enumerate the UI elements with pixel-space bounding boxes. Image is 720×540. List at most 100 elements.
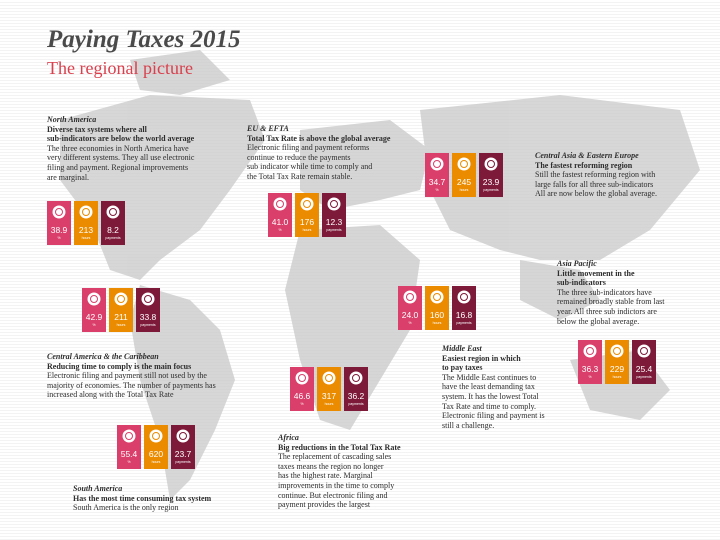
indicator-tile: 55.4% bbox=[117, 425, 141, 469]
tile-unit: % bbox=[408, 321, 412, 325]
tile-icon bbox=[327, 197, 341, 211]
region-text: South America Has the most time consuming… bbox=[73, 484, 211, 513]
tile-unit: % bbox=[127, 460, 131, 464]
region-name: Asia Pacific bbox=[557, 259, 597, 268]
indicator-tiles: 36.3% 229 hours 25.4 payments bbox=[578, 340, 656, 384]
region-text: Middle East Easiest region in which to pay… bbox=[442, 344, 545, 430]
tile-icon bbox=[457, 290, 471, 304]
indicator-tile: 42.9% bbox=[82, 288, 106, 332]
tile-unit: % bbox=[300, 402, 304, 406]
region-name: South America bbox=[73, 484, 123, 493]
region-headline: sub-indicators are below the world avera… bbox=[47, 134, 195, 144]
tile-unit: payments bbox=[483, 188, 499, 192]
region-body: South America is the only region bbox=[73, 503, 179, 513]
indicator-tile: 229 hours bbox=[605, 340, 629, 384]
indicator-tiles: 24.0% 160 hours 16.8 payments bbox=[398, 286, 476, 330]
tile-value: 55.4 bbox=[120, 449, 138, 459]
region-body: The Middle East continues to bbox=[442, 372, 537, 382]
tile-unit: payments bbox=[175, 460, 191, 464]
indicator-tile: 16.8 payments bbox=[452, 286, 476, 330]
tile-unit: % bbox=[588, 375, 592, 379]
tile-unit: % bbox=[435, 188, 439, 192]
region-body: Electronic filing and payment is bbox=[442, 411, 545, 421]
region-text: Asia Pacific Little movement in the sub-in… bbox=[557, 259, 665, 326]
region-body: still a challenge. bbox=[442, 420, 495, 430]
tile-value: 620 bbox=[148, 449, 164, 459]
region-headline: Reducing time to comply is the main focu… bbox=[47, 361, 192, 371]
region-body: Still the fastest reforming region with bbox=[535, 170, 656, 180]
indicator-tiles: 55.4% 620 hours 23.7 payments bbox=[117, 425, 195, 469]
region-body: has the highest rate. Marginal bbox=[278, 471, 373, 481]
indicator-tile: 245 hours bbox=[452, 153, 476, 197]
region-name: North America bbox=[47, 115, 97, 124]
indicator-tile: 12.3 payments bbox=[322, 193, 346, 237]
region-body: Electronic filing and payment reforms bbox=[247, 143, 370, 153]
tile-unit: % bbox=[92, 323, 96, 327]
tile-icon bbox=[457, 157, 471, 171]
region-name: Middle East bbox=[442, 344, 482, 353]
indicator-tile: 41.0% bbox=[268, 193, 292, 237]
tile-icon bbox=[430, 157, 444, 171]
tile-icon bbox=[583, 344, 597, 358]
region-body: taxes means the region no longer bbox=[278, 461, 384, 471]
indicator-tiles: 34.7% 245 hours 23.9 payments bbox=[425, 153, 503, 197]
tile-value: 36.2 bbox=[347, 391, 365, 401]
tile-icon bbox=[610, 344, 624, 358]
tile-icon bbox=[141, 292, 155, 306]
tile-value: 16.8 bbox=[455, 310, 473, 320]
tile-icon bbox=[349, 371, 363, 385]
tile-unit: % bbox=[278, 228, 282, 232]
tile-value: 213 bbox=[78, 225, 94, 235]
tile-icon bbox=[79, 205, 93, 219]
region-text: Africa Big reductions in the Total Tax Ra… bbox=[278, 433, 401, 510]
tile-value: 229 bbox=[609, 364, 625, 374]
indicator-tile: 33.8 payments bbox=[136, 288, 160, 332]
region-body: All are now below the global average. bbox=[535, 189, 657, 199]
indicator-tile: 317 hours bbox=[317, 367, 341, 411]
tile-unit: payments bbox=[105, 236, 121, 240]
region-body: majority of economies. The number of pay… bbox=[47, 380, 216, 390]
region-body: improvements in the time to comply bbox=[278, 480, 395, 490]
indicator-tile: 34.7% bbox=[425, 153, 449, 197]
tile-value: 24.0 bbox=[401, 310, 419, 320]
tile-value: 46.6 bbox=[293, 391, 311, 401]
region-body: large falls for all three sub-indicators bbox=[535, 179, 654, 189]
region-headline: Big reductions in the Total Tax Rate bbox=[278, 442, 401, 452]
tile-icon bbox=[322, 371, 336, 385]
indicator-tile: 46.6% bbox=[290, 367, 314, 411]
indicator-tile: 176 hours bbox=[295, 193, 319, 237]
region-headline: Diverse tax systems where all bbox=[47, 124, 147, 134]
tile-value: 211 bbox=[114, 312, 128, 322]
region-headline: to pay taxes bbox=[442, 363, 483, 373]
tile-value: 23.7 bbox=[174, 449, 192, 459]
indicator-tile: 36.3% bbox=[578, 340, 602, 384]
region-body: remained broadly stable from last bbox=[557, 297, 665, 307]
tile-unit: hours bbox=[302, 228, 312, 232]
tile-icon bbox=[122, 429, 136, 443]
region-body: Electronic filing and payment still not … bbox=[47, 371, 207, 381]
tile-unit: hours bbox=[81, 236, 91, 240]
tile-unit: hours bbox=[151, 460, 161, 464]
region-body: year. All three sub indictors are bbox=[557, 306, 657, 316]
region-body: system. It has the lowest Total bbox=[442, 391, 539, 401]
tile-unit: payments bbox=[140, 323, 156, 327]
region-headline: Easiest region in which bbox=[442, 353, 521, 363]
region-name: Central America & the Caribbean bbox=[47, 352, 159, 361]
tile-unit: hours bbox=[432, 321, 442, 325]
tile-icon bbox=[176, 429, 190, 443]
tile-icon bbox=[87, 292, 101, 306]
tile-value: 38.9 bbox=[50, 225, 68, 235]
indicator-tiles: 46.6% 317 hours 36.2 payments bbox=[290, 367, 368, 411]
tile-icon bbox=[52, 205, 66, 219]
region-name: EU & EFTA bbox=[247, 124, 289, 133]
region-text: Central America & the Caribbean Reducing … bbox=[47, 352, 216, 400]
region-headline: Little movement in the bbox=[557, 268, 635, 278]
indicator-tile: 23.9 payments bbox=[479, 153, 503, 197]
tile-icon bbox=[273, 197, 287, 211]
tile-value: 176 bbox=[299, 217, 315, 227]
region-body: The three economies in North America hav… bbox=[47, 143, 189, 153]
region-text: EU & EFTA Total Tax Rate is above the glo… bbox=[247, 124, 390, 182]
tile-icon bbox=[403, 290, 417, 304]
region-headline: Total Tax Rate is above the global avera… bbox=[247, 133, 391, 143]
